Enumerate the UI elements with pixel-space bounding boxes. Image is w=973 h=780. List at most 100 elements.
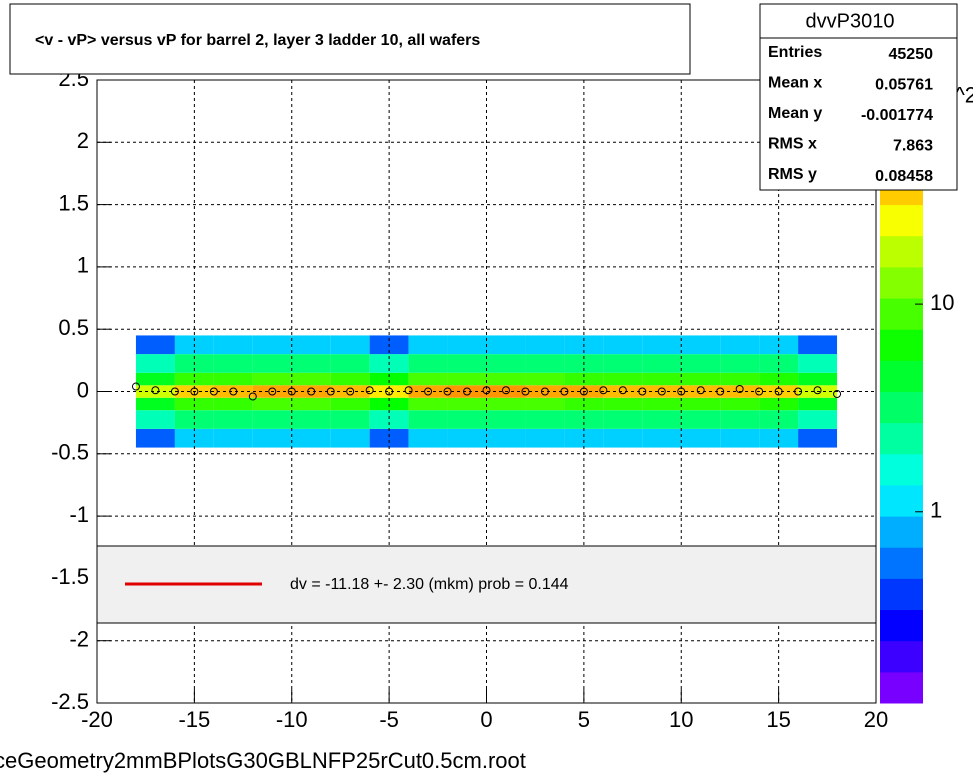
heat-cell <box>681 397 721 411</box>
heat-cell <box>135 354 175 373</box>
profile-point <box>404 386 413 395</box>
heat-cell <box>369 410 409 429</box>
color-bar-step <box>880 609 923 642</box>
heat-cell <box>408 372 448 386</box>
z-tick-label: 10 <box>930 290 954 315</box>
heat-cell <box>486 397 526 411</box>
color-bar-step <box>880 547 923 579</box>
heat-cell <box>603 410 643 429</box>
heat-cell <box>291 397 331 411</box>
heat-cell <box>252 428 292 448</box>
heat-cell <box>408 354 448 373</box>
profile-point <box>521 387 530 396</box>
heat-cell <box>720 397 760 411</box>
heat-cell <box>525 428 565 448</box>
profile-point <box>209 387 218 396</box>
heat-cell <box>720 335 760 355</box>
profile-point <box>346 387 355 396</box>
profile-point <box>755 387 764 396</box>
heat-cell <box>408 335 448 355</box>
profile-point <box>268 387 277 396</box>
heat-cell <box>369 372 409 386</box>
stats-value: -0.001774 <box>861 107 933 124</box>
heat-cell <box>681 428 721 448</box>
heat-cell <box>447 354 487 373</box>
profile-point <box>229 387 238 396</box>
heat-cell <box>486 372 526 386</box>
heat-cell <box>681 354 721 373</box>
z-tick-label: 1 <box>930 498 942 523</box>
color-bar-step <box>880 204 923 237</box>
heat-cell <box>798 410 838 429</box>
color-bar-step <box>880 453 923 486</box>
x-tick-label: -10 <box>276 707 308 732</box>
heat-cell <box>681 385 721 398</box>
chart-title: <v - vP> versus vP for barrel 2, layer 3… <box>35 32 480 49</box>
profile-point <box>501 386 510 395</box>
heat-cell <box>174 372 214 386</box>
heat-cell <box>603 397 643 411</box>
stats-title: dvvP3010 <box>806 10 895 32</box>
profile-point <box>131 382 140 391</box>
heat-cell <box>564 372 604 386</box>
heat-cell <box>642 428 682 448</box>
heat-cell <box>525 397 565 411</box>
heat-cell <box>564 410 604 429</box>
stats-value: 0.08458 <box>875 168 933 185</box>
heat-cell <box>603 335 643 355</box>
y-tick-label: 1 <box>77 253 89 278</box>
profile-point <box>424 387 433 396</box>
heat-cell <box>213 428 253 448</box>
heat-cell <box>330 335 370 355</box>
stats-value: 45250 <box>889 46 934 63</box>
heat-cell <box>408 410 448 429</box>
color-bar-step <box>880 391 923 424</box>
heat-cell <box>720 372 760 386</box>
heat-cell <box>174 410 214 429</box>
heat-cell <box>369 385 409 398</box>
heat-cell <box>525 354 565 373</box>
stats-label: RMS x <box>768 136 817 153</box>
heat-cell <box>603 428 643 448</box>
stats-value: 7.863 <box>893 138 933 155</box>
heat-cell <box>642 335 682 355</box>
heat-cell <box>603 354 643 373</box>
heat-cell <box>720 428 760 448</box>
heat-cell <box>642 354 682 373</box>
heat-cell <box>330 428 370 448</box>
heat-cell <box>798 428 838 448</box>
profile-point <box>151 386 160 395</box>
stats-value: 0.05761 <box>875 77 933 94</box>
stats-label: RMS y <box>768 166 817 183</box>
heat-cell <box>291 385 331 398</box>
profile-point <box>170 387 179 396</box>
x-tick-label: -15 <box>178 707 210 732</box>
profile-point <box>307 387 316 396</box>
heat-cell <box>213 335 253 355</box>
stats-label: Mean y <box>768 105 822 122</box>
heat-cell <box>798 354 838 373</box>
y-tick-label: 2 <box>77 128 89 153</box>
color-bar-step <box>880 516 923 548</box>
heat-cell <box>213 410 253 429</box>
profile-point <box>677 387 686 396</box>
profile-point <box>794 387 803 396</box>
heat-cell <box>447 385 487 398</box>
y-tick-label: -1 <box>69 502 89 527</box>
heat-cell <box>798 372 838 386</box>
heat-cell <box>369 428 409 448</box>
heat-cell <box>759 385 799 398</box>
heat-cell <box>759 410 799 429</box>
y-tick-label: 0.5 <box>58 315 89 340</box>
heat-cell <box>252 397 292 411</box>
heat-cell <box>135 397 175 411</box>
heat-cell <box>642 372 682 386</box>
x-tick-label: 10 <box>669 707 693 732</box>
heat-cell <box>213 397 253 411</box>
profile-point <box>579 387 588 396</box>
x-tick-label: 15 <box>766 707 790 732</box>
stats-label: Entries <box>768 44 822 61</box>
heat-cell <box>564 428 604 448</box>
heat-cell <box>135 335 175 355</box>
